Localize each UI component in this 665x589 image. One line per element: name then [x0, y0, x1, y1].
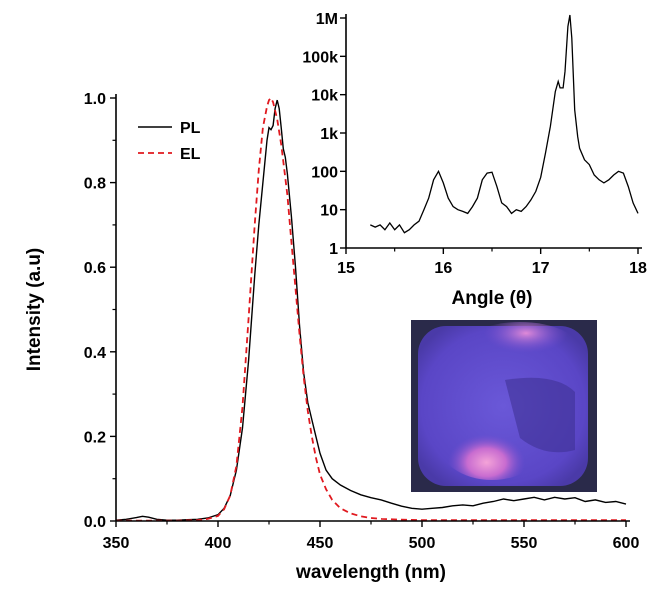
y-tick-label: 0.0 — [84, 514, 106, 531]
inset-y-tick-label: 1 — [329, 241, 338, 258]
inset-y-tick-label: 1k — [320, 126, 338, 143]
y-tick-label: 0.8 — [84, 176, 106, 193]
inset-x-tick-label: 16 — [434, 260, 452, 277]
x-tick-label: 450 — [307, 535, 334, 552]
main-plot: 350 400 450 500 550 600 0.0 0.2 0.4 0.6 0.8 1.0 wave… — [24, 91, 639, 583]
inset-y-tick-label: 10 — [320, 203, 338, 220]
series-line-el — [116, 96, 626, 522]
series-line-pl — [115, 99, 627, 521]
inset-x-tick-label: 18 — [629, 260, 647, 277]
x-tick-label: 550 — [511, 535, 538, 552]
y-axis-title: Intensity (a.u) — [24, 248, 45, 372]
y-tick-label: 0.2 — [84, 429, 106, 446]
inset-y-tick-label: 1M — [316, 11, 338, 28]
y-tick-label: 0.4 — [84, 345, 106, 362]
x-axis-title: wavelength (nm) — [295, 562, 446, 583]
inset-y-tick-label: 100k — [302, 49, 338, 66]
inset-photo — [411, 320, 597, 492]
y-tick-label: 1.0 — [84, 91, 106, 108]
x-tick-label: 500 — [409, 535, 436, 552]
inset-x-tick-label: 15 — [337, 260, 355, 277]
legend: PL EL — [138, 120, 201, 163]
inset-y-tick-label: 100 — [311, 164, 338, 181]
inset-xrd-plot: 15 16 17 18 1 10 100 1k 10k 100k 1M Angle (θ) — [302, 11, 647, 309]
inset-y-tick-label: 10k — [311, 88, 338, 105]
y-tick-label: 0.6 — [84, 260, 106, 277]
inset-x-tick-label: 17 — [532, 260, 550, 277]
x-tick-label: 350 — [103, 535, 130, 552]
x-tick-label: 400 — [205, 535, 232, 552]
x-tick-label: 600 — [613, 535, 640, 552]
legend-label-pl: PL — [180, 120, 201, 137]
photo-dark-patch — [505, 377, 575, 453]
inset-x-axis-title: Angle (θ) — [452, 288, 533, 309]
photo-glow-top — [460, 322, 580, 378]
legend-label-el: EL — [180, 146, 201, 163]
inset-background — [346, 14, 642, 248]
inset-series-line — [370, 14, 639, 234]
